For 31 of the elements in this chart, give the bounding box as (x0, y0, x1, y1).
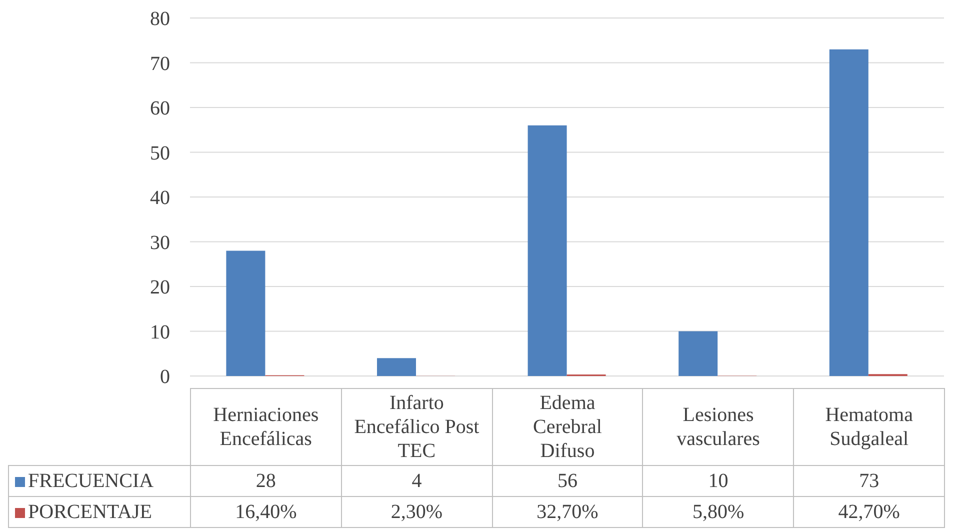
bar (226, 250, 266, 376)
data-label: 10 (642, 466, 794, 496)
legend-label: FRECUENCIA (8, 466, 190, 496)
y-tick-label: 10 (150, 321, 170, 344)
data-label: 2,30% (341, 496, 492, 528)
data-label: 73 (794, 466, 944, 496)
x-tick-label: Hematoma Sudgaleal (824, 403, 914, 451)
x-tick-label: Edema Cerebral Difuso (532, 391, 603, 463)
bar (376, 358, 416, 376)
data-label: 42,70% (794, 496, 944, 528)
x-tick-label: Lesiones vasculares (676, 403, 761, 451)
y-tick-label: 80 (150, 8, 170, 30)
legend-label: PORCENTAJE (8, 496, 190, 528)
y-tick-label: 20 (150, 276, 170, 299)
bar (528, 125, 567, 376)
y-tick-label: 30 (150, 232, 170, 254)
data-label: 28 (190, 466, 342, 496)
x-tick-label: Herniaciones Encefálicas (212, 403, 320, 451)
y-tick-label: 60 (150, 98, 170, 120)
data-label: 56 (492, 466, 643, 496)
data-label: 32,70% (492, 496, 643, 528)
y-tick-label: 50 (150, 142, 170, 164)
data-label: 16,40% (190, 496, 342, 528)
data-label: 4 (341, 466, 492, 496)
y-tick-label: 40 (150, 187, 170, 210)
data-label: 5,80% (642, 496, 794, 528)
y-tick-label: 0 (160, 366, 170, 388)
y-tick-label: 70 (150, 52, 170, 75)
bar (829, 49, 868, 376)
x-tick-label: Infarto Encefálico Post TEC (354, 391, 480, 463)
bar (678, 331, 718, 376)
